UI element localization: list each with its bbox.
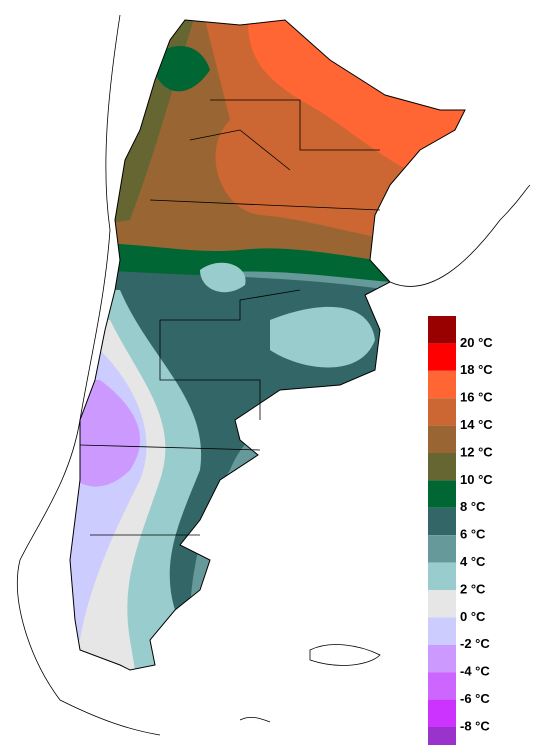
legend-swatch	[428, 644, 456, 673]
legend-label: 20 °C	[460, 335, 493, 350]
legend-swatch	[428, 617, 456, 645]
legend-swatch	[428, 727, 456, 745]
legend-label: -2 °C	[460, 636, 490, 651]
legend-label: 18 °C	[460, 362, 493, 377]
neighbor-borders	[17, 14, 531, 736]
legend-swatch	[428, 453, 456, 481]
legend-swatch	[428, 507, 456, 536]
legend-swatch	[428, 590, 456, 618]
legend-label: 6 °C	[460, 527, 486, 542]
province-borders	[79, 99, 381, 536]
legend-label: -6 °C	[460, 691, 490, 706]
legend-swatch	[428, 343, 456, 371]
legend-swatch	[428, 672, 456, 700]
legend: 20 °C 18 °C 16 °C 14 °C 12 °C 10 °C 8 °C 6 °C 4 …	[428, 316, 493, 745]
legend-swatch	[428, 535, 456, 563]
legend-label: 10 °C	[460, 472, 493, 487]
legend-swatch	[428, 398, 456, 426]
legend-swatch	[428, 480, 456, 508]
legend-label: 8 °C	[460, 499, 486, 514]
legend-label: 16 °C	[460, 390, 493, 405]
legend-label: 4 °C	[460, 554, 486, 569]
legend-swatch	[428, 316, 456, 344]
legend-label: 0 °C	[460, 609, 486, 624]
legend-swatch	[428, 425, 456, 453]
legend-label: 14 °C	[460, 417, 493, 432]
legend-label: 12 °C	[460, 444, 493, 459]
legend-label: -8 °C	[460, 718, 490, 733]
legend-label: 2 °C	[460, 581, 486, 596]
legend-swatch	[428, 370, 456, 399]
legend-swatch	[428, 699, 456, 727]
legend-label: -4 °C	[460, 664, 490, 679]
legend-swatch	[428, 562, 456, 590]
